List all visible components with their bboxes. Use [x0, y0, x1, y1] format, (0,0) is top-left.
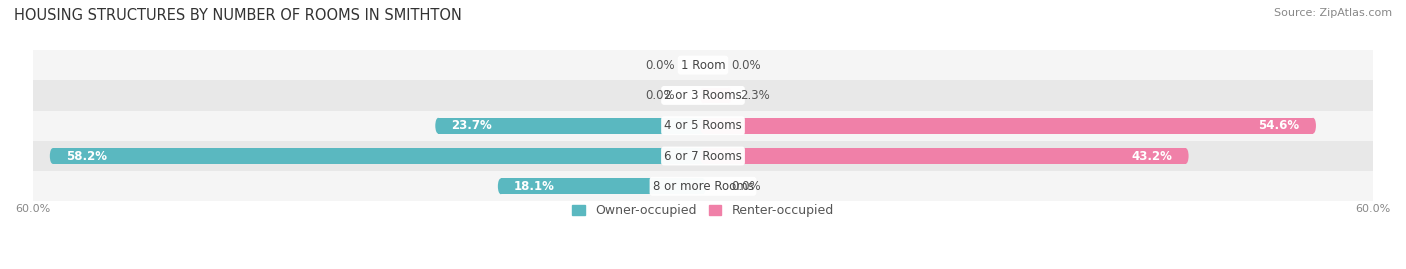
Text: 0.0%: 0.0% [645, 89, 675, 102]
Text: 0.0%: 0.0% [731, 59, 761, 72]
Text: Source: ZipAtlas.com: Source: ZipAtlas.com [1274, 8, 1392, 18]
Text: 1 Room: 1 Room [681, 59, 725, 72]
Bar [32, 80, 1374, 111]
Bar [439, 118, 703, 134]
Circle shape [700, 87, 706, 103]
Text: 2 or 3 Rooms: 2 or 3 Rooms [664, 89, 742, 102]
Bar [501, 178, 703, 194]
Text: 18.1%: 18.1% [515, 180, 555, 193]
Circle shape [725, 87, 731, 103]
Circle shape [1310, 118, 1316, 134]
Circle shape [700, 118, 706, 134]
Circle shape [700, 118, 706, 134]
Text: 43.2%: 43.2% [1132, 150, 1173, 162]
Circle shape [498, 178, 503, 194]
Text: HOUSING STRUCTURES BY NUMBER OF ROOMS IN SMITHTON: HOUSING STRUCTURES BY NUMBER OF ROOMS IN… [14, 8, 463, 23]
Bar [703, 118, 1313, 134]
Text: 58.2%: 58.2% [66, 150, 107, 162]
Circle shape [700, 148, 706, 164]
Bar [703, 148, 1185, 164]
Bar [32, 111, 1374, 141]
Bar [53, 148, 703, 164]
Circle shape [1182, 148, 1188, 164]
Bar [32, 50, 1374, 80]
Text: 23.7%: 23.7% [451, 119, 492, 132]
Text: 0.0%: 0.0% [645, 59, 675, 72]
Text: 6 or 7 Rooms: 6 or 7 Rooms [664, 150, 742, 162]
Text: 4 or 5 Rooms: 4 or 5 Rooms [664, 119, 742, 132]
Text: 2.3%: 2.3% [740, 89, 769, 102]
Legend: Owner-occupied, Renter-occupied: Owner-occupied, Renter-occupied [568, 199, 838, 222]
Text: 54.6%: 54.6% [1258, 119, 1299, 132]
Bar [703, 87, 728, 103]
Circle shape [436, 118, 441, 134]
Text: 0.0%: 0.0% [731, 180, 761, 193]
Bar [32, 141, 1374, 171]
Bar [32, 171, 1374, 201]
Text: 8 or more Rooms: 8 or more Rooms [652, 180, 754, 193]
Circle shape [49, 148, 56, 164]
Circle shape [700, 148, 706, 164]
Circle shape [700, 178, 706, 194]
